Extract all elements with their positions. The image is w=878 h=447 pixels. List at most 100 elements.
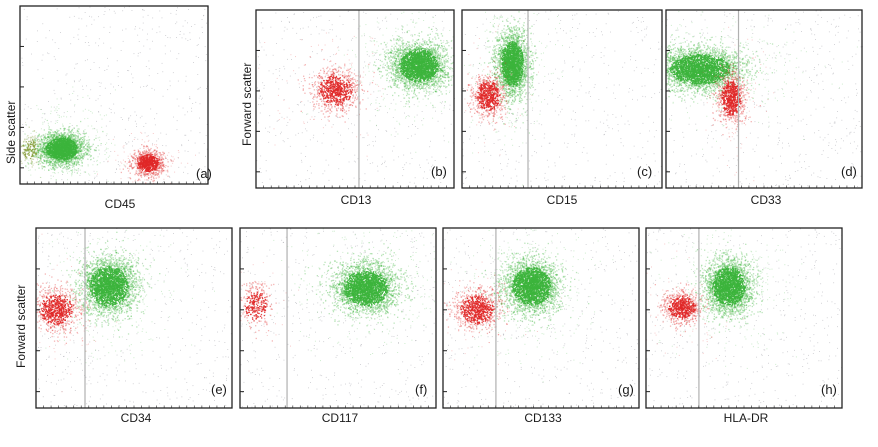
event-dot xyxy=(66,161,68,163)
event-dot xyxy=(155,154,157,156)
event-dot xyxy=(70,131,72,133)
event-dot xyxy=(140,157,142,160)
event-dot xyxy=(162,162,164,164)
event-dot xyxy=(72,143,74,145)
event-dot xyxy=(72,133,74,136)
event-dot xyxy=(77,163,79,165)
event-dot xyxy=(77,34,79,36)
event-dot xyxy=(150,169,152,171)
event-dot xyxy=(45,162,48,164)
event-dot xyxy=(59,153,61,155)
event-dot xyxy=(98,82,100,83)
event-dot xyxy=(52,137,54,139)
event-dot xyxy=(50,178,52,180)
event-dot xyxy=(145,156,148,159)
event-dot xyxy=(144,179,146,181)
event-dot xyxy=(58,117,60,118)
event-dot xyxy=(146,145,148,147)
event-dot xyxy=(50,135,52,137)
event-dot xyxy=(49,148,51,150)
event-dot xyxy=(54,150,56,153)
event-dot xyxy=(68,149,70,151)
event-dot xyxy=(156,153,158,155)
event-dot xyxy=(50,156,52,158)
event-dot xyxy=(72,154,74,156)
event-dot xyxy=(184,20,186,22)
event-dot xyxy=(159,158,161,161)
event-dot xyxy=(64,160,66,162)
event-dot xyxy=(51,149,54,151)
event-dot xyxy=(151,157,153,159)
event-dot xyxy=(43,137,45,139)
event-dot xyxy=(149,155,151,157)
event-dot xyxy=(49,142,51,144)
event-dot xyxy=(66,155,68,158)
event-dot xyxy=(77,152,79,154)
event-dot xyxy=(61,136,64,138)
event-dot xyxy=(64,160,67,163)
event-dot xyxy=(44,121,45,123)
event-dot xyxy=(73,165,75,167)
event-dot xyxy=(52,135,55,138)
event-dot xyxy=(20,160,22,162)
event-dot xyxy=(53,138,55,140)
event-dot xyxy=(30,138,32,140)
event-dot xyxy=(40,156,42,158)
event-dot xyxy=(60,140,62,142)
event-dot xyxy=(143,153,145,155)
event-dot xyxy=(327,70,329,72)
event-dot xyxy=(68,159,70,162)
event-dot xyxy=(164,157,166,159)
event-dot xyxy=(139,157,141,159)
event-dot xyxy=(345,88,347,90)
event-dot xyxy=(140,164,142,166)
event-dot xyxy=(58,144,60,146)
event-dot xyxy=(70,155,72,157)
event-dot xyxy=(432,16,434,18)
event-dot xyxy=(40,143,42,145)
event-dot xyxy=(54,42,56,44)
event-dot xyxy=(172,72,174,74)
event-dot xyxy=(59,134,61,137)
event-dot xyxy=(157,173,159,175)
event-dot xyxy=(46,137,48,139)
event-dot xyxy=(59,156,61,159)
event-dot xyxy=(52,134,54,136)
event-dot xyxy=(49,156,52,158)
event-dot xyxy=(53,166,55,168)
event-dot xyxy=(74,153,76,155)
event-dot xyxy=(61,165,63,167)
event-dot xyxy=(87,149,89,151)
event-dot xyxy=(444,50,446,52)
event-dot xyxy=(42,151,44,153)
event-dot xyxy=(270,26,272,28)
event-dot xyxy=(199,132,201,134)
event-dot xyxy=(106,69,108,70)
event-dot xyxy=(54,168,56,171)
event-dot xyxy=(62,148,63,150)
event-dot xyxy=(152,154,153,156)
event-dot xyxy=(62,144,64,146)
event-dot xyxy=(71,148,73,151)
event-dot xyxy=(135,26,136,28)
event-dot xyxy=(65,161,67,163)
event-dot xyxy=(35,137,37,140)
event-dot xyxy=(60,141,62,143)
event-dot xyxy=(154,154,156,156)
event-dot xyxy=(44,153,46,155)
event-dot xyxy=(127,177,129,179)
event-dot xyxy=(61,179,63,181)
event-dot xyxy=(162,95,164,97)
event-dot xyxy=(328,20,330,21)
event-dot xyxy=(42,144,45,146)
event-dot xyxy=(60,166,62,168)
event-dot xyxy=(153,159,155,161)
event-dot xyxy=(67,172,68,174)
event-dot xyxy=(27,142,29,145)
event-dot xyxy=(82,155,84,157)
event-dot xyxy=(160,167,162,169)
event-dot xyxy=(405,162,407,164)
event-dot xyxy=(76,140,79,142)
event-dot xyxy=(75,162,77,164)
event-dot xyxy=(95,150,97,152)
